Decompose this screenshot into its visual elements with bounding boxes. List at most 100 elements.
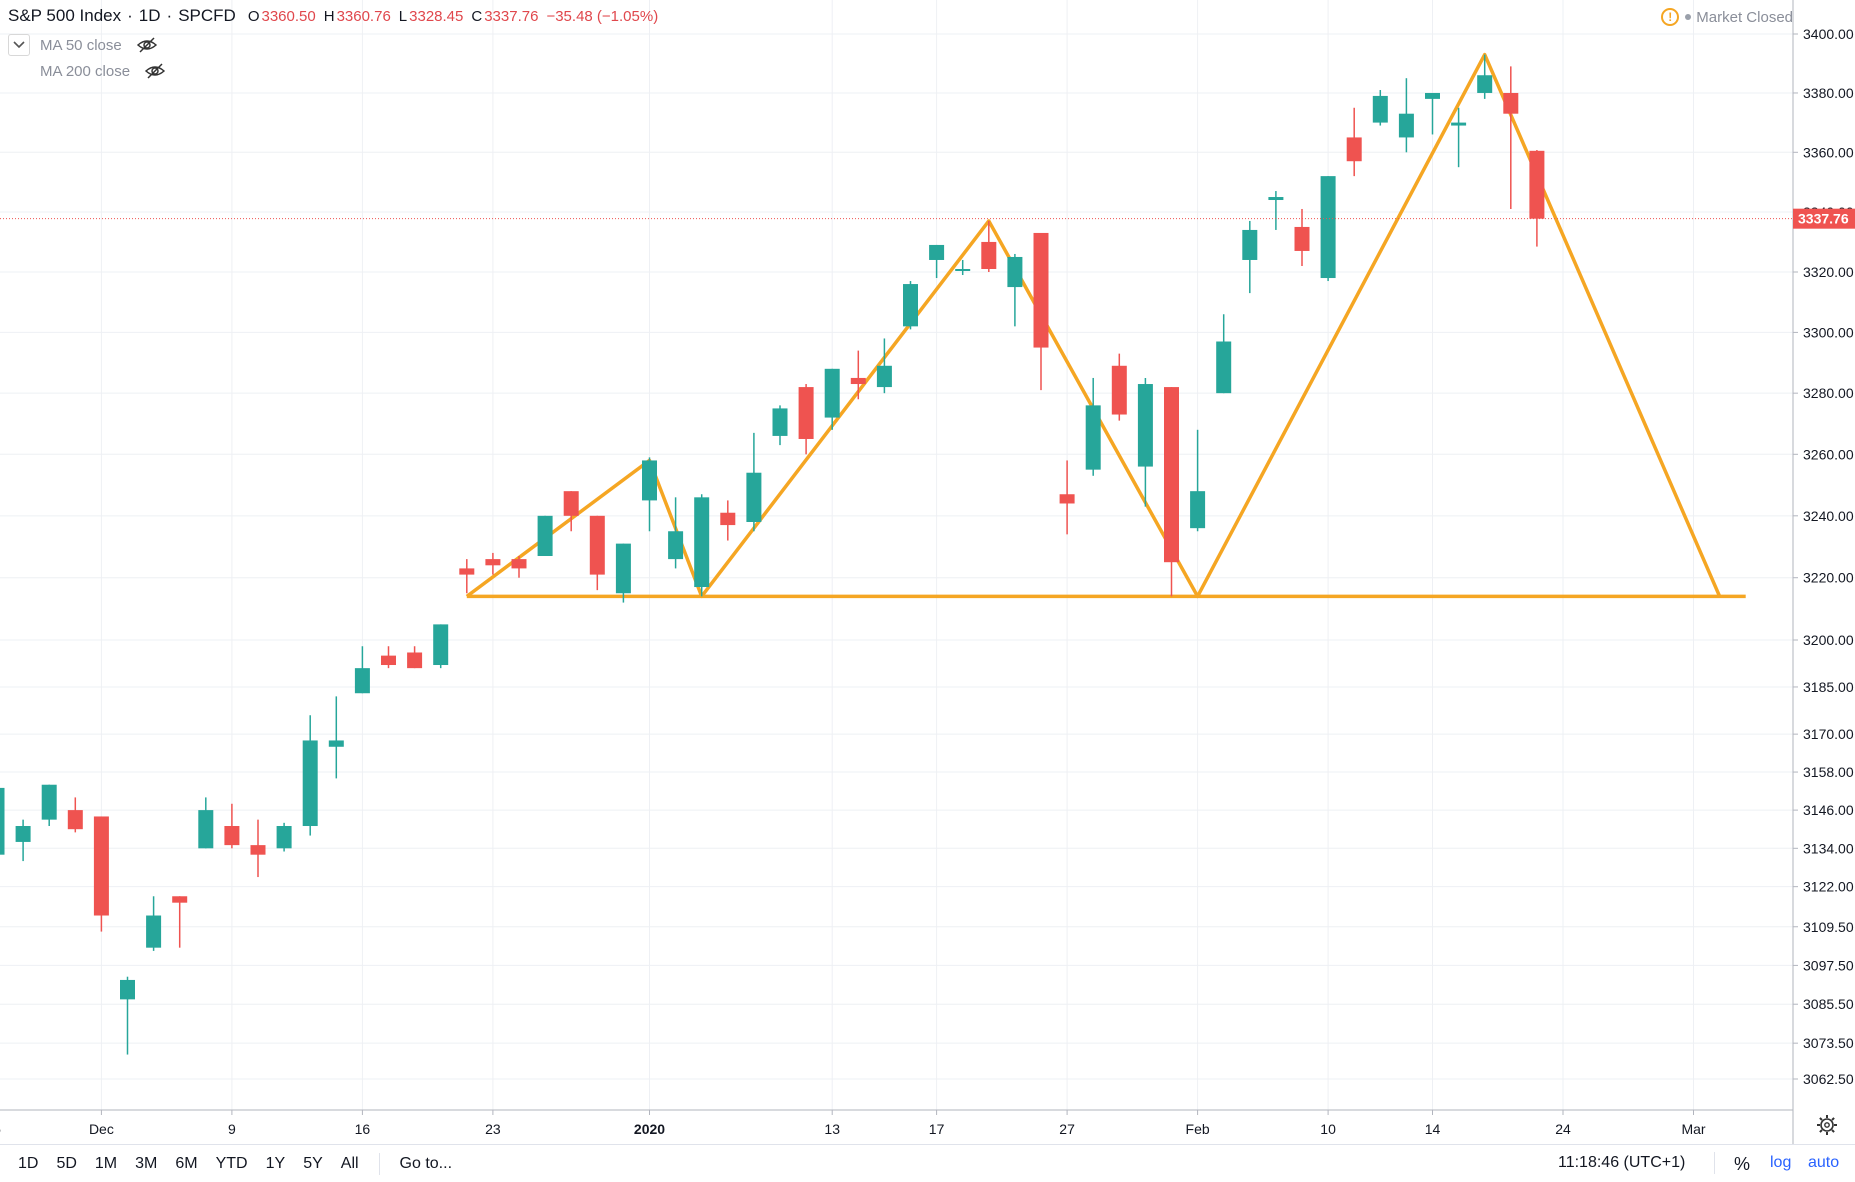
price-tick-label: 3158.00 xyxy=(1803,764,1854,780)
candle xyxy=(824,368,840,430)
candle-body xyxy=(798,387,814,439)
time-tick-label: 14 xyxy=(1425,1121,1441,1137)
candle-body xyxy=(720,512,736,526)
range-button-6m[interactable]: 6M xyxy=(175,1154,198,1172)
low-label: L xyxy=(398,7,408,25)
candle-body xyxy=(302,740,318,827)
chart-grid xyxy=(0,0,1793,1110)
candle xyxy=(459,559,475,594)
legend-separator: · xyxy=(166,6,173,25)
clock-label[interactable]: 11:18:46 (UTC+1) xyxy=(1558,1154,1686,1171)
status-dot-icon xyxy=(1685,14,1692,20)
collapse-legend-button[interactable] xyxy=(8,34,30,56)
indicator-ma200[interactable]: MA 200 close xyxy=(40,62,166,80)
candle-body xyxy=(668,531,684,560)
price-tick-label: 3097.50 xyxy=(1803,957,1854,973)
auto-scale-button[interactable]: auto xyxy=(1808,1154,1840,1171)
candle xyxy=(929,244,945,279)
candle-body xyxy=(433,624,449,666)
candle xyxy=(407,646,423,669)
price-tick-label: 3122.00 xyxy=(1803,879,1854,895)
last-price-marker: 3337.76 xyxy=(0,208,1855,229)
bottom-toolbar: 1D 5D 1M 3M 6M YTD 1Y 5Y All Go to... xyxy=(0,1144,1855,1182)
candle xyxy=(1529,150,1545,247)
time-axis[interactable]: 6 Dec 9 16 23 2020 13 17 27 Feb 10 14 24 Mar xyxy=(0,1110,1706,1137)
time-tick-label: Dec xyxy=(89,1121,114,1137)
time-tick-label: 16 xyxy=(355,1121,371,1137)
time-tick-label: Mar xyxy=(1681,1121,1705,1137)
market-status-label: Market Closed xyxy=(1696,8,1793,26)
goto-date-button[interactable]: Go to... xyxy=(399,1154,453,1172)
range-button-1y[interactable]: 1Y xyxy=(265,1154,286,1172)
range-button-5d[interactable]: 5D xyxy=(56,1154,77,1172)
candle xyxy=(981,220,997,273)
candle-body xyxy=(1477,75,1493,93)
candle-body xyxy=(589,515,605,575)
candle xyxy=(668,497,684,569)
candle-body xyxy=(0,787,5,855)
price-axis[interactable]: 3400.003380.003360.003340.003320.003300.… xyxy=(1793,26,1854,1087)
range-button-ytd[interactable]: YTD xyxy=(215,1154,248,1172)
candle-body xyxy=(1320,176,1336,279)
candle xyxy=(1164,387,1179,597)
candle xyxy=(198,797,214,849)
candle-body xyxy=(824,368,840,418)
pattern-line-zigzag[interactable] xyxy=(465,52,1722,599)
pattern-drawing[interactable] xyxy=(465,52,1746,599)
candle-body xyxy=(1503,92,1519,114)
price-tick-label: 3240.00 xyxy=(1803,508,1854,524)
candle xyxy=(1346,107,1362,177)
eye-hidden-icon[interactable] xyxy=(144,62,166,80)
candle xyxy=(1294,208,1310,266)
candle xyxy=(146,896,162,951)
candle xyxy=(1451,107,1467,168)
candle xyxy=(302,715,318,836)
candle xyxy=(15,819,31,862)
range-button-1d[interactable]: 1D xyxy=(18,1154,39,1172)
log-scale-button[interactable]: log xyxy=(1770,1154,1792,1171)
market-status[interactable]: ! Market Closed xyxy=(1661,8,1793,26)
candle-body xyxy=(642,460,657,501)
candle-body xyxy=(459,568,475,575)
candle xyxy=(746,432,762,532)
price-tick-label: 3170.00 xyxy=(1803,726,1854,742)
high-value: 3360.76 xyxy=(336,7,391,25)
candle xyxy=(1242,220,1258,294)
candle xyxy=(798,384,814,455)
candle-body xyxy=(250,845,266,855)
candle xyxy=(381,646,396,669)
source-label: SPCFD xyxy=(178,6,236,25)
candle-body xyxy=(67,810,83,830)
price-tick-label: 3146.00 xyxy=(1803,802,1854,818)
candle xyxy=(1111,353,1127,421)
candle-body xyxy=(850,377,866,385)
candle xyxy=(876,338,892,394)
percent-scale-button[interactable]: % xyxy=(1734,1154,1751,1174)
candle-body xyxy=(1190,491,1206,529)
range-button-all[interactable]: All xyxy=(340,1154,359,1172)
candle-body xyxy=(1033,232,1049,348)
candle-body xyxy=(1085,405,1101,470)
candle-body xyxy=(276,826,292,849)
candle xyxy=(720,500,736,541)
candle-body xyxy=(15,826,31,842)
candle xyxy=(250,819,266,878)
candle xyxy=(276,822,292,852)
range-button-3m[interactable]: 3M xyxy=(135,1154,158,1172)
candle-body xyxy=(1346,137,1362,162)
eye-hidden-icon[interactable] xyxy=(136,36,158,54)
candle-body xyxy=(1294,226,1310,251)
indicator-ma50[interactable]: MA 50 close xyxy=(8,34,158,56)
candle xyxy=(1190,429,1206,532)
candle xyxy=(1425,92,1440,135)
candle-body xyxy=(981,241,997,269)
symbol-name[interactable]: S&P 500 Index xyxy=(8,6,122,25)
gear-icon[interactable] xyxy=(1816,1114,1838,1136)
candle-body xyxy=(1425,92,1440,99)
range-button-5y[interactable]: 5Y xyxy=(303,1154,323,1172)
candle xyxy=(354,646,370,694)
price-tick-label: 3134.00 xyxy=(1803,840,1854,856)
range-button-1m[interactable]: 1M xyxy=(94,1154,118,1172)
candle-body xyxy=(1164,387,1179,563)
